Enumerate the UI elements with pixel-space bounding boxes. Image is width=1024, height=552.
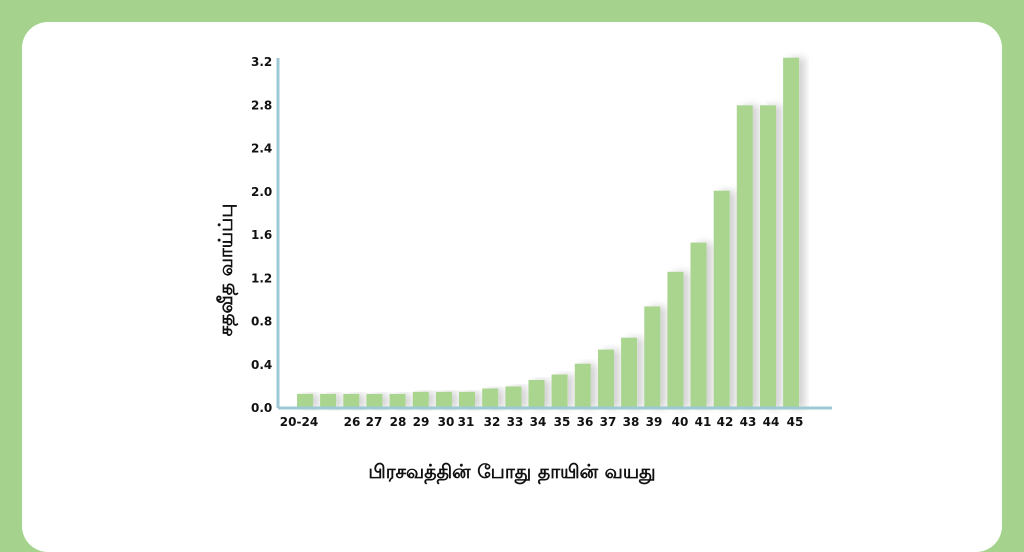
bar-16 (644, 306, 661, 408)
bar-18 (690, 242, 707, 408)
bar-chart: 0.00.40.81.21.62.02.42.83.2 20-24 26 27 28 2… (215, 55, 832, 485)
x-tick-label: 27 (366, 415, 383, 429)
x-tick-label: 41 (695, 415, 712, 429)
y-tick-label: 3.2 (251, 55, 272, 69)
chart-card (22, 22, 1002, 552)
bar-5 (389, 393, 406, 408)
y-tick-label: 0.8 (251, 315, 272, 329)
bar-10 (505, 386, 522, 408)
x-tick-labels: 20-24 26 27 28 29 30 31 32 33 34 35 36 37 38 39 40 41 42 4… (280, 415, 804, 429)
x-tick-label: 35 (554, 415, 571, 429)
x-tick-label: 30 (438, 415, 455, 429)
bar-2 (320, 393, 337, 408)
x-tick-label: 32 (484, 415, 501, 429)
x-tick-label: 36 (577, 415, 594, 429)
x-tick-label: 33 (507, 415, 524, 429)
bar-17 (667, 271, 684, 408)
x-tick-label: 26 (344, 415, 361, 429)
x-tick-label: 28 (390, 415, 407, 429)
y-axis-title: சதவீத வாய்ப்பு (215, 204, 239, 337)
y-tick-labels: 0.0 0.4 0.8 1.2 1.6 2.0 2.4 2.8 3.2 (251, 55, 272, 415)
y-tick-label: 0.4 (251, 358, 272, 372)
x-tick-label: 37 (600, 415, 617, 429)
bar-19 (713, 190, 730, 408)
bar-22 (783, 57, 800, 408)
bar-21 (760, 105, 776, 409)
bar-14 (598, 349, 614, 408)
bar-15 (621, 337, 638, 408)
bar-3 (343, 393, 360, 408)
bar-11 (528, 379, 545, 408)
x-tick-label: 45 (787, 415, 804, 429)
y-tick-label: 2.8 (251, 98, 272, 112)
x-tick-label: 29 (413, 415, 430, 429)
y-tick-label: 2.0 (251, 185, 272, 199)
bar-4 (366, 393, 383, 408)
x-tick-label: 34 (530, 415, 547, 429)
y-tick-label: 1.6 (251, 228, 272, 242)
bar-9 (482, 388, 499, 408)
bar-1 (297, 393, 313, 408)
y-tick-label: 1.2 (251, 271, 272, 285)
bar-20 (736, 105, 753, 409)
x-tick-label: 31 (458, 415, 475, 429)
bars-group (297, 57, 800, 409)
x-tick-label: 38 (623, 415, 640, 429)
bar-7 (435, 391, 452, 408)
x-tick-label: 42 (717, 415, 734, 429)
y-tick-label: 0.0 (251, 401, 272, 415)
bar-12 (551, 374, 568, 408)
x-tick-label: 44 (763, 415, 780, 429)
y-tick-label: 2.4 (251, 142, 272, 156)
x-axis-title: பிரசவத்தின் போது தாயின் வயது (368, 461, 655, 485)
bar-8 (459, 391, 475, 408)
bar-6 (412, 391, 429, 408)
x-tick-label: 20-24 (280, 415, 318, 429)
x-tick-label: 40 (672, 415, 689, 429)
x-tick-label: 43 (740, 415, 757, 429)
x-tick-label: 39 (646, 415, 663, 429)
bar-13 (574, 363, 591, 408)
